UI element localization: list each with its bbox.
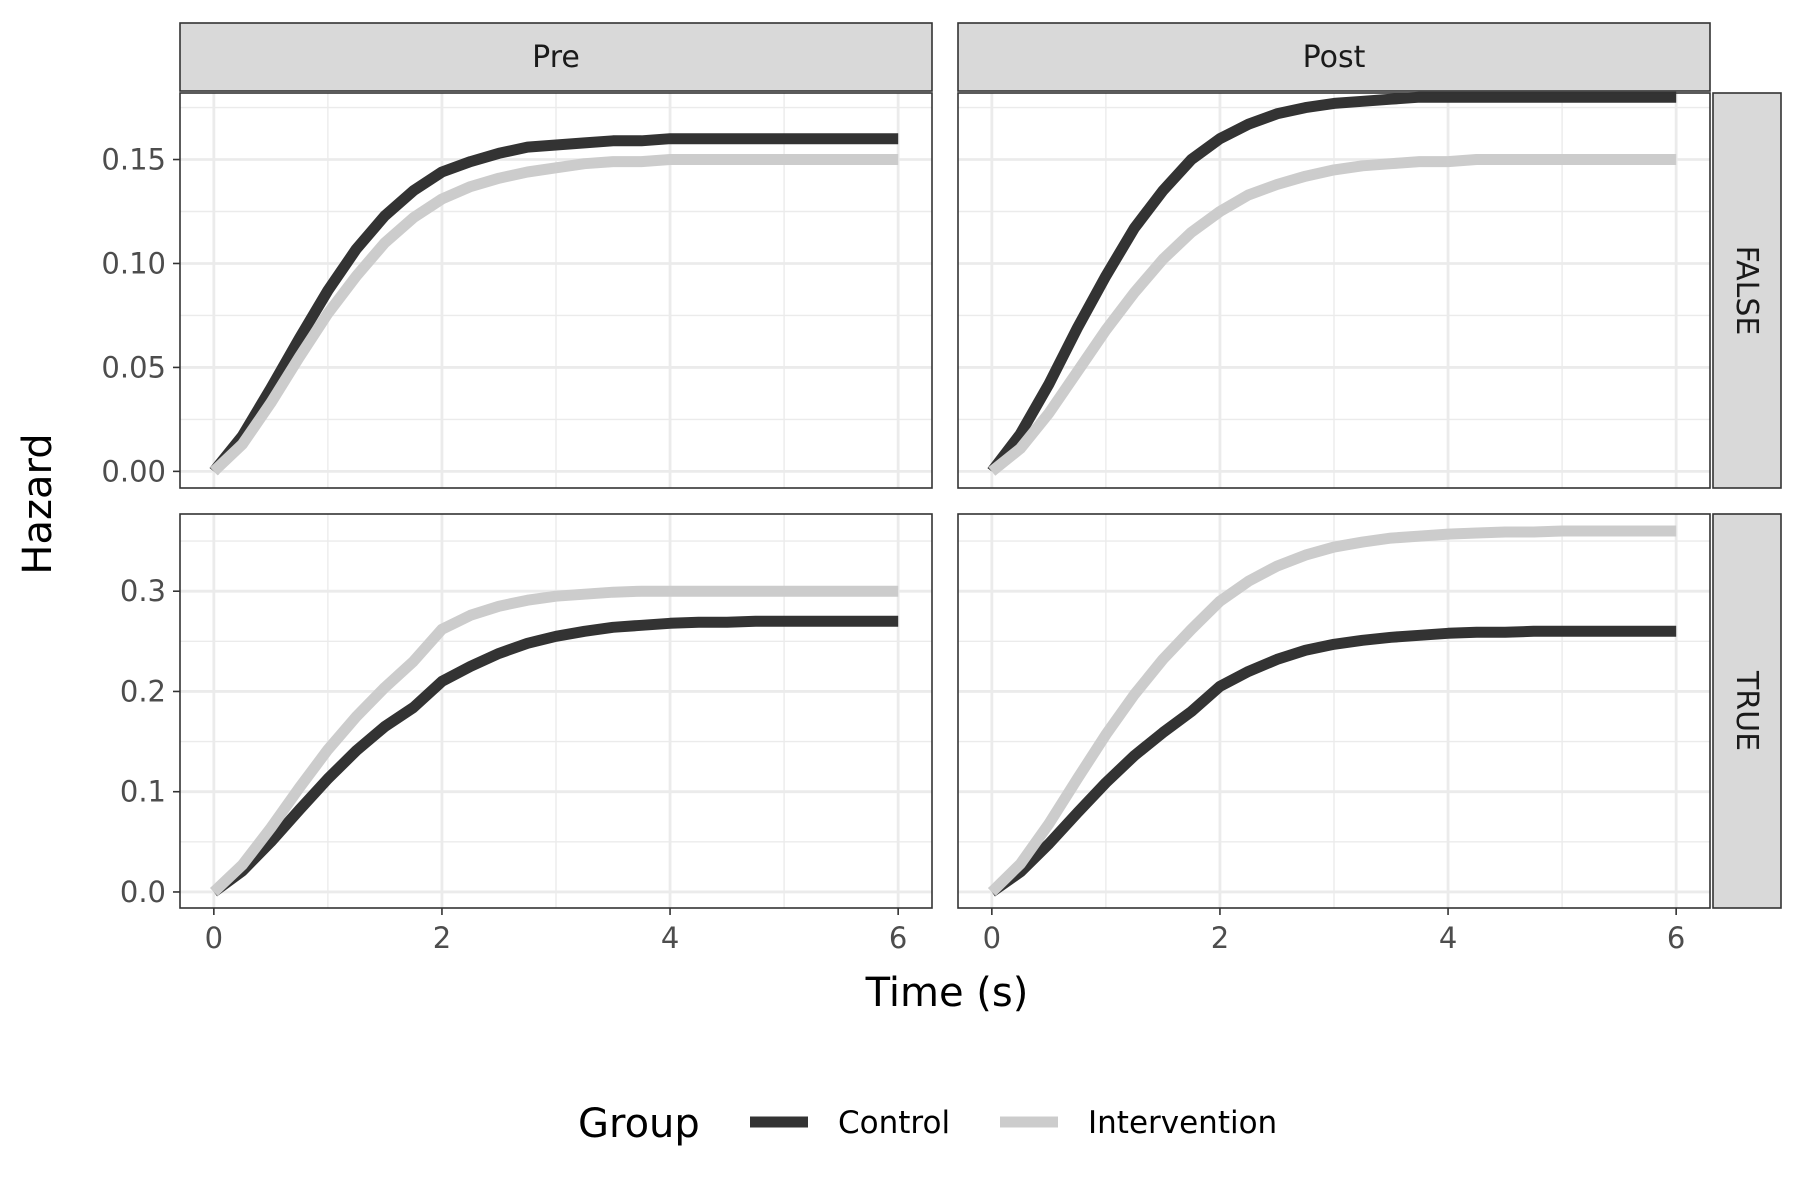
facet-strip-label: Pre bbox=[532, 40, 580, 75]
x-tick-label: 4 bbox=[1439, 921, 1457, 955]
panel-post-true: 0 2 4 6 bbox=[957, 513, 1711, 955]
y-tick-label: 0.1 bbox=[120, 775, 166, 809]
series-line-control bbox=[210, 615, 899, 897]
y-tick-label: 0.10 bbox=[101, 246, 166, 280]
facet-grid: Pre PostFALSETRUE0.000.050.100.150.00.10.… bbox=[101, 22, 1782, 955]
y-tick-label: 0.05 bbox=[101, 350, 166, 384]
legend-title: Group bbox=[578, 1101, 700, 1147]
series-line-intervention bbox=[210, 154, 899, 476]
facet-strip-label: TRUE bbox=[1729, 670, 1764, 751]
y-tick-label: 0.0 bbox=[120, 875, 166, 909]
panel-border bbox=[179, 92, 933, 489]
panel-border bbox=[179, 513, 933, 909]
series-line-control bbox=[209, 133, 899, 475]
facet-strip-label: FALSE bbox=[1729, 246, 1764, 336]
series-line-intervention bbox=[987, 525, 1677, 896]
legend-label-intervention: Intervention bbox=[1088, 1105, 1277, 1141]
series-line-intervention bbox=[988, 154, 1677, 476]
panel-pre-false: 0.00 0.05 0.10 0.15 bbox=[101, 92, 933, 489]
y-tick-label: 0.15 bbox=[101, 143, 166, 177]
facet-strip-label: Post bbox=[1303, 40, 1366, 75]
panel-post-false bbox=[957, 91, 1711, 489]
legend-label-control: Control bbox=[838, 1105, 950, 1141]
x-tick-label: 2 bbox=[433, 921, 451, 955]
legend: Group Control Intervention bbox=[578, 1101, 1277, 1147]
x-axis-title: Time (s) bbox=[865, 970, 1029, 1016]
facet-strip-true bbox=[1712, 513, 1782, 909]
y-tick-label: 0.3 bbox=[120, 574, 166, 608]
x-tick-label: 6 bbox=[889, 921, 907, 955]
series-line-intervention bbox=[210, 585, 899, 896]
x-tick-label: 0 bbox=[983, 921, 1001, 955]
panel-border bbox=[957, 513, 1711, 909]
series-line-control bbox=[988, 625, 1677, 897]
x-tick-label: 6 bbox=[1667, 921, 1685, 955]
y-tick-label: 0.2 bbox=[120, 674, 166, 708]
x-tick-label: 0 bbox=[205, 921, 223, 955]
x-tick-label: 4 bbox=[661, 921, 679, 955]
facet-strip-pre bbox=[179, 22, 933, 92]
facet-strip-false bbox=[1712, 92, 1782, 489]
series-line-control bbox=[987, 91, 1677, 475]
x-tick-label: 2 bbox=[1211, 921, 1229, 955]
panel-pre-true: 0.0 0.1 0.2 0.3 0 2 4 6 bbox=[120, 513, 933, 955]
facet-strip-post bbox=[957, 22, 1711, 92]
y-tick-label: 0.00 bbox=[101, 454, 166, 488]
panel-border bbox=[957, 92, 1711, 489]
y-axis-title: Hazard bbox=[15, 433, 61, 574]
